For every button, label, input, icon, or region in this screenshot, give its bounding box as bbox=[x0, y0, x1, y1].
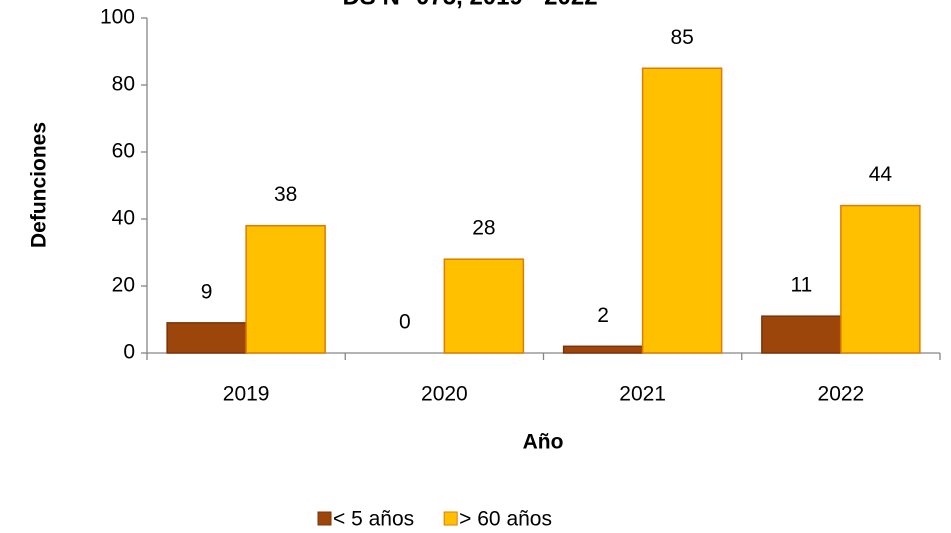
bar bbox=[562, 345, 644, 354]
y-axis-label: Defunciones bbox=[28, 122, 51, 248]
x-tick-label: 2022 bbox=[818, 383, 865, 406]
x-tick-label: 2019 bbox=[223, 383, 270, 406]
data-label: 85 bbox=[670, 26, 693, 49]
legend-label: > 60 años bbox=[459, 508, 552, 531]
bar bbox=[443, 258, 525, 354]
chart-title: DS N° 075, 2019 - 2022 bbox=[342, 0, 597, 10]
data-label: 0 bbox=[399, 311, 411, 334]
data-label: 28 bbox=[472, 217, 495, 240]
y-tick-label: 80 bbox=[112, 73, 135, 96]
bar bbox=[166, 322, 247, 354]
y-tick-label: 20 bbox=[112, 274, 135, 297]
x-axis-label: Año bbox=[523, 431, 564, 454]
bar bbox=[641, 67, 723, 354]
bar bbox=[840, 204, 921, 354]
data-label: 44 bbox=[869, 163, 893, 186]
y-tick-label: 60 bbox=[112, 140, 135, 163]
y-tick-label: 0 bbox=[123, 341, 135, 364]
data-label: 9 bbox=[201, 280, 213, 303]
data-label: 2 bbox=[597, 304, 609, 327]
data-label: 11 bbox=[790, 274, 812, 297]
bar bbox=[245, 224, 326, 354]
data-label: 38 bbox=[274, 183, 297, 206]
x-tick-label: 2020 bbox=[421, 383, 468, 406]
y-tick-label: 40 bbox=[112, 207, 135, 230]
legend-swatch bbox=[317, 511, 332, 526]
legend-label: < 5 años bbox=[333, 508, 414, 531]
bar bbox=[761, 315, 842, 354]
x-tick-label: 2021 bbox=[619, 383, 666, 406]
legend-swatch bbox=[443, 511, 458, 526]
y-tick-label: 100 bbox=[100, 6, 135, 29]
